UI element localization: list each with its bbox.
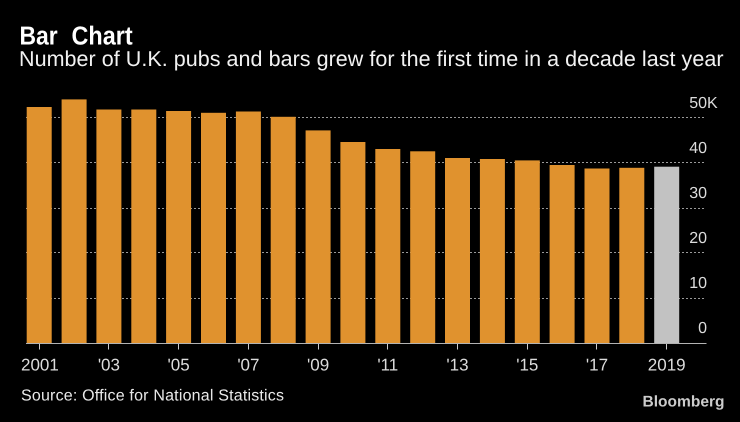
- svg-text:'09: '09: [307, 356, 329, 375]
- svg-text:'13: '13: [446, 356, 468, 375]
- svg-text:30: 30: [689, 185, 707, 202]
- svg-text:0: 0: [698, 320, 707, 337]
- svg-text:50: 50: [689, 95, 707, 112]
- svg-text:'11: '11: [377, 356, 398, 375]
- svg-text:'03: '03: [98, 356, 120, 375]
- svg-text:Chart: Chart: [72, 21, 133, 51]
- svg-text:2001: 2001: [21, 356, 59, 375]
- svg-text:Number of U.K. pubs and bars g: Number of U.K. pubs and bars grew for th…: [19, 47, 724, 71]
- svg-text:2019: 2019: [648, 356, 686, 375]
- svg-text:'07: '07: [237, 356, 259, 375]
- svg-text:'05: '05: [168, 356, 190, 375]
- svg-text:'15: '15: [516, 356, 538, 375]
- svg-text:'17: '17: [586, 356, 608, 375]
- svg-text:40: 40: [689, 140, 707, 157]
- svg-text:Bar: Bar: [20, 21, 58, 51]
- svg-text:10: 10: [689, 275, 707, 292]
- svg-text:20: 20: [689, 230, 707, 247]
- svg-text:Bloomberg: Bloomberg: [643, 394, 725, 411]
- svg-text:Source: Office for National St: Source: Office for National Statistics: [21, 388, 284, 405]
- svg-text:K: K: [707, 95, 718, 112]
